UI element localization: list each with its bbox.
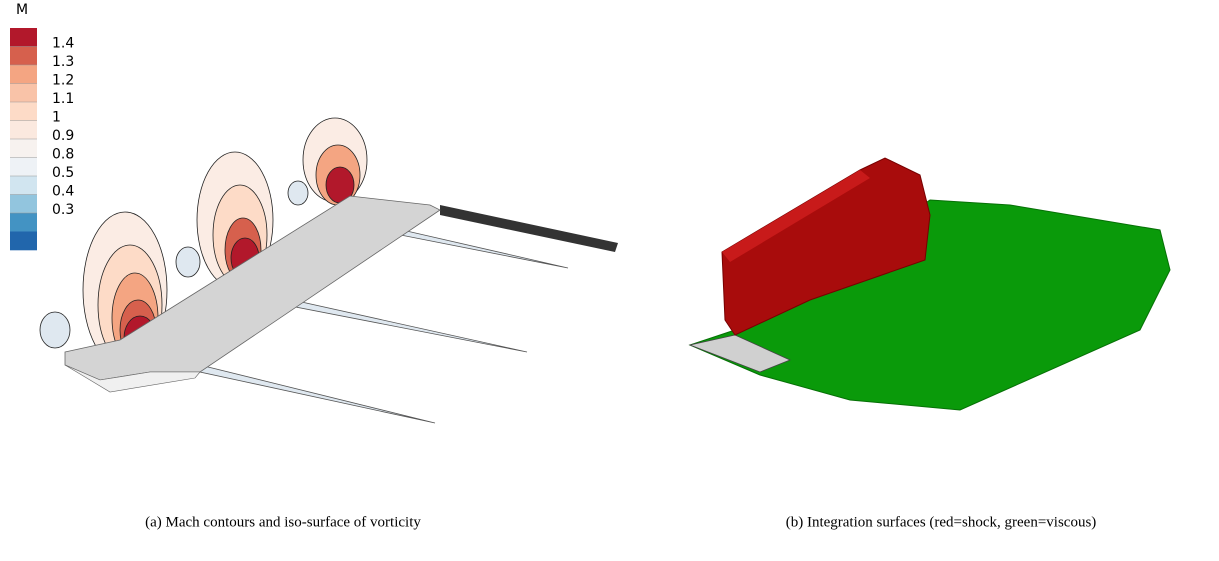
- legend-swatch: [10, 231, 37, 251]
- legend-title: M: [16, 2, 28, 18]
- integration-surface-image: [688, 157, 1171, 411]
- legend-label: 0.5: [52, 165, 74, 181]
- legend-swatch: [10, 176, 37, 195]
- legend-swatch: [10, 139, 37, 158]
- legend-swatch: [10, 157, 37, 177]
- legend-label: 1.2: [52, 73, 74, 89]
- caption-b: (b) Integration surfaces (red=shock, gre…: [786, 514, 1097, 530]
- caption-a: (a) Mach contours and iso-surface of vor…: [145, 514, 421, 530]
- legend-label: 0.9: [52, 128, 74, 144]
- legend-label: 1.1: [52, 91, 74, 107]
- legend-swatch: [10, 213, 37, 232]
- legend-swatch: [10, 46, 37, 66]
- legend-swatch: [10, 65, 37, 84]
- legend-swatch: [10, 28, 37, 47]
- legend-swatch: [10, 83, 37, 103]
- legend-label: 1: [52, 110, 61, 126]
- legend-label: 1.3: [52, 54, 74, 70]
- legend-label: 0.4: [52, 184, 74, 200]
- legend-label: 0.3: [52, 202, 74, 218]
- mach-contour-image: [39, 117, 618, 424]
- legend-label: 1.4: [52, 36, 74, 52]
- legend-swatch: [10, 120, 37, 140]
- legend-label: 0.8: [52, 147, 74, 163]
- legend-swatch: [10, 194, 37, 214]
- legend-swatch: [10, 102, 37, 121]
- legend: 1.4 1.3 1.2 1.1 1 0.9 0.8 0.5 0.4 0.3: [10, 28, 74, 251]
